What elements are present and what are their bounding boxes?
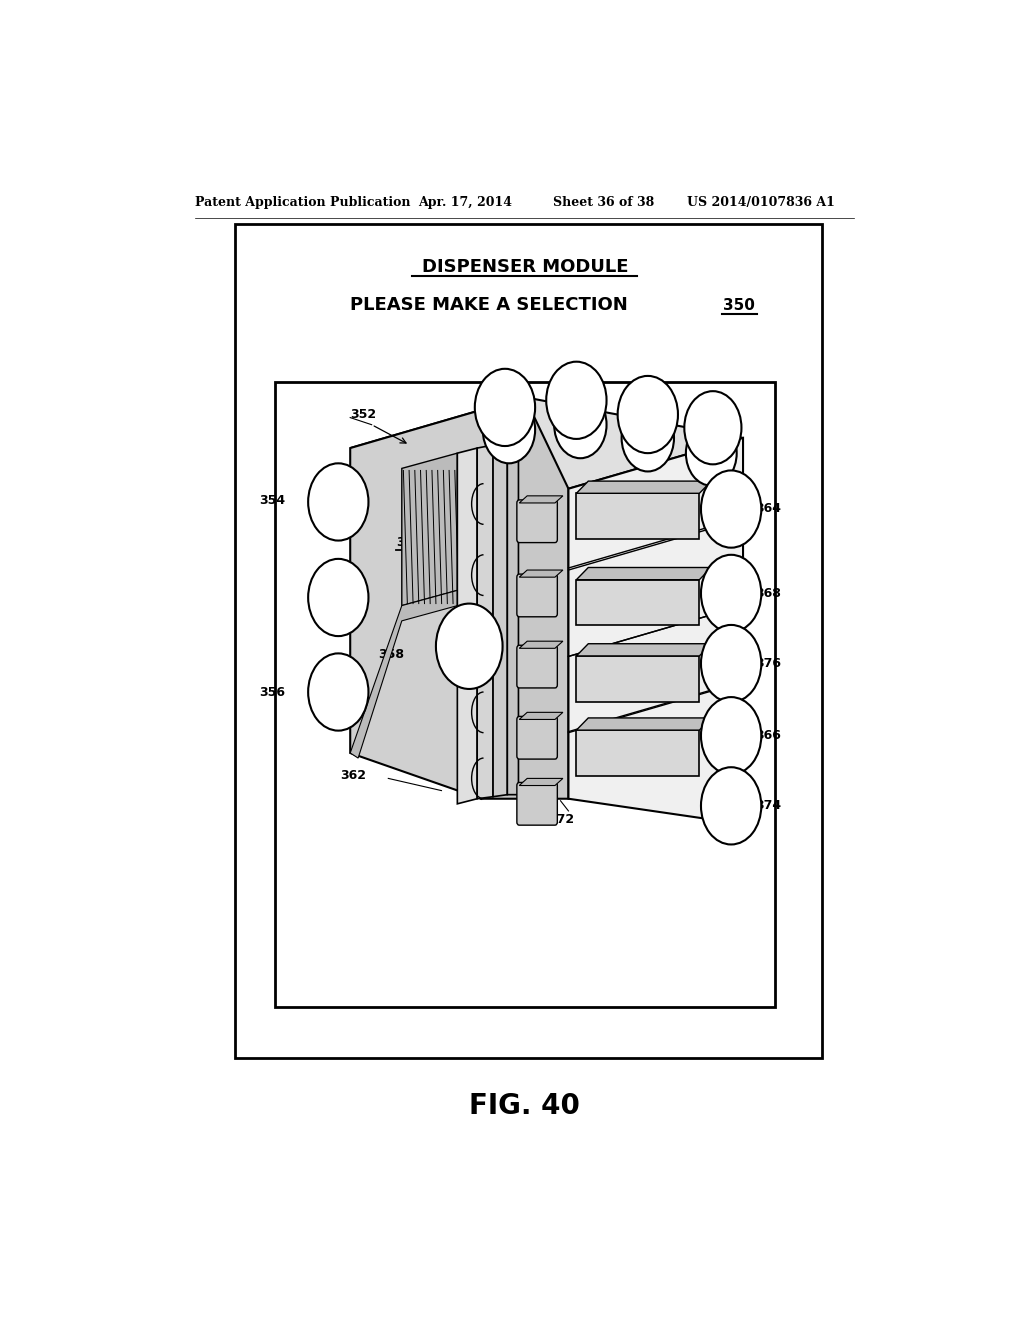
- Circle shape: [701, 697, 761, 775]
- Text: PLEASE MAKE A SELECTION: PLEASE MAKE A SELECTION: [350, 296, 628, 314]
- Text: 358: 358: [378, 648, 404, 661]
- Circle shape: [554, 391, 606, 458]
- Text: US 2014/0107836 A1: US 2014/0107836 A1: [687, 195, 836, 209]
- Circle shape: [701, 554, 761, 632]
- Circle shape: [482, 396, 536, 463]
- Circle shape: [701, 624, 761, 702]
- FancyBboxPatch shape: [517, 500, 557, 543]
- Polygon shape: [507, 441, 518, 795]
- Text: 362: 362: [340, 768, 367, 781]
- Bar: [577, 579, 699, 626]
- FancyBboxPatch shape: [517, 645, 557, 688]
- Circle shape: [308, 653, 369, 731]
- Circle shape: [684, 391, 741, 465]
- FancyBboxPatch shape: [517, 717, 557, 759]
- Polygon shape: [519, 642, 563, 648]
- Circle shape: [701, 470, 761, 548]
- Text: 376: 376: [755, 657, 781, 671]
- Text: 368: 368: [755, 587, 781, 599]
- Circle shape: [701, 767, 761, 845]
- Text: 352: 352: [350, 408, 377, 421]
- Text: 350: 350: [723, 298, 755, 313]
- Text: DISPENSER MODULE: DISPENSER MODULE: [422, 259, 628, 276]
- Polygon shape: [458, 447, 477, 804]
- Text: 364: 364: [755, 502, 781, 515]
- Circle shape: [617, 376, 678, 453]
- Bar: [577, 494, 699, 539]
- Circle shape: [546, 362, 606, 440]
- Text: 374: 374: [755, 800, 781, 812]
- Text: FIG. 40: FIG. 40: [469, 1092, 581, 1119]
- Circle shape: [308, 558, 369, 636]
- Text: 366: 366: [755, 729, 781, 742]
- Polygon shape: [481, 397, 568, 799]
- Bar: [274, 381, 775, 1007]
- Circle shape: [308, 463, 369, 541]
- Circle shape: [686, 421, 736, 486]
- Polygon shape: [577, 644, 712, 656]
- Polygon shape: [350, 397, 743, 488]
- Bar: [712, 504, 733, 528]
- Bar: [712, 590, 733, 615]
- Polygon shape: [568, 438, 743, 824]
- Polygon shape: [577, 480, 712, 494]
- Text: 356: 356: [259, 685, 285, 698]
- Polygon shape: [577, 718, 712, 730]
- FancyBboxPatch shape: [517, 574, 557, 616]
- Text: Sheet 36 of 38: Sheet 36 of 38: [553, 195, 654, 209]
- FancyBboxPatch shape: [517, 783, 557, 825]
- Circle shape: [436, 603, 503, 689]
- Polygon shape: [519, 713, 563, 719]
- Polygon shape: [350, 397, 524, 799]
- Circle shape: [622, 404, 674, 471]
- Text: Patent Application Publication: Patent Application Publication: [196, 195, 411, 209]
- Text: 354: 354: [259, 495, 285, 507]
- Polygon shape: [577, 568, 712, 579]
- Bar: [236, 224, 822, 1057]
- Polygon shape: [401, 453, 458, 606]
- Text: 360: 360: [396, 536, 422, 549]
- Bar: [712, 741, 733, 766]
- Text: 370: 370: [591, 734, 616, 746]
- Text: Apr. 17, 2014: Apr. 17, 2014: [418, 195, 512, 209]
- Bar: [712, 667, 733, 690]
- Circle shape: [475, 368, 536, 446]
- Polygon shape: [494, 444, 507, 797]
- Polygon shape: [519, 570, 563, 577]
- Polygon shape: [477, 445, 494, 799]
- Text: 372: 372: [549, 813, 574, 825]
- Bar: [577, 730, 699, 776]
- Bar: [577, 656, 699, 702]
- Polygon shape: [519, 496, 563, 503]
- Polygon shape: [350, 590, 458, 758]
- Polygon shape: [519, 779, 563, 785]
